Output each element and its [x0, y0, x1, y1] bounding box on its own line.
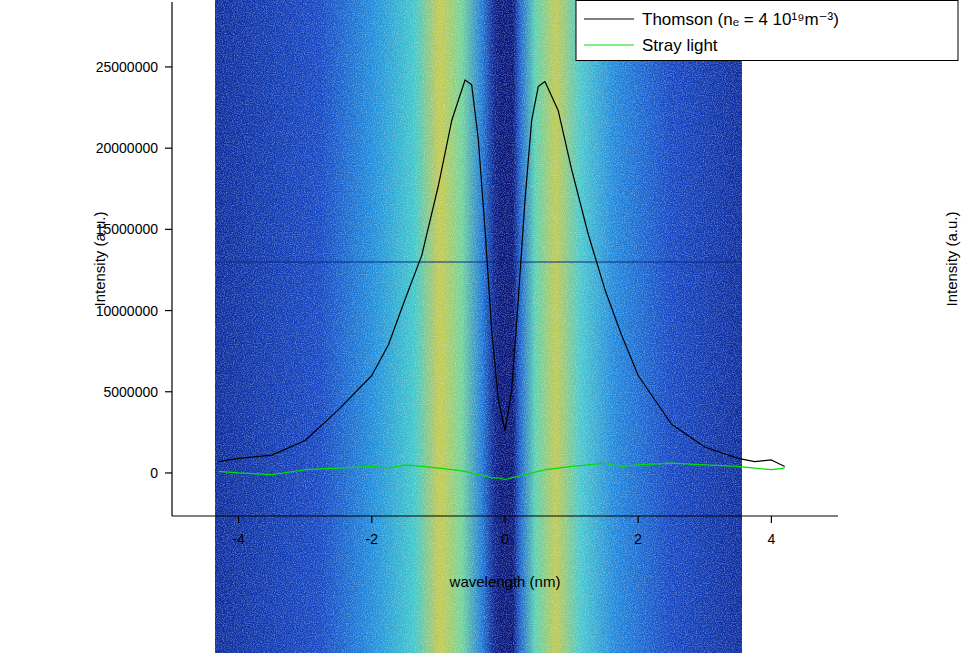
y-tick	[165, 148, 172, 149]
x-tick	[371, 516, 372, 523]
chart: -4-2024050000001000000015000000200000002…	[0, 0, 965, 653]
y-tick-label: 5000000	[103, 384, 158, 400]
y-tick	[165, 391, 172, 392]
ccd-image	[215, 0, 742, 653]
x-tick-label: 4	[768, 531, 776, 547]
legend-swatch	[584, 44, 634, 45]
y-tick	[165, 66, 172, 67]
x-tick	[771, 516, 772, 523]
axes: -4-2024050000001000000015000000200000002…	[96, 2, 838, 547]
y-tick-label: 25000000	[96, 59, 159, 75]
y-tick-label: 0	[150, 465, 158, 481]
x-axis-title: wavelength (nm)	[449, 573, 561, 590]
legend: Thomson (nₑ = 4 10¹⁹m⁻³) Stray light	[576, 1, 958, 61]
series-line	[219, 463, 785, 479]
legend-label: Stray light	[642, 36, 718, 55]
legend-label: Thomson (nₑ = 4 10¹⁹m⁻³)	[642, 10, 839, 29]
y-axis-title: Intensity (a.u.)	[91, 211, 108, 306]
y-tick	[165, 472, 172, 473]
x-tick	[504, 516, 505, 523]
x-tick	[638, 516, 639, 523]
background-image	[215, 0, 742, 653]
y-axis-line	[171, 2, 172, 516]
y-tick	[165, 310, 172, 311]
y-tick	[165, 229, 172, 230]
ccd-line	[215, 261, 742, 263]
plot-area	[219, 80, 785, 480]
y-tick-label: 20000000	[96, 140, 159, 156]
x-tick-label: 2	[634, 531, 642, 547]
series-line	[219, 80, 785, 467]
x-tick-label: -2	[366, 531, 379, 547]
x-tick-label: 0	[501, 531, 509, 547]
legend-box	[576, 1, 958, 61]
x-tick-label: -4	[232, 531, 245, 547]
legend-swatch	[584, 18, 634, 19]
ccd-noise	[215, 0, 742, 653]
y2-axis-title: Intensity (a.u.)	[943, 211, 960, 306]
x-tick	[238, 516, 239, 523]
